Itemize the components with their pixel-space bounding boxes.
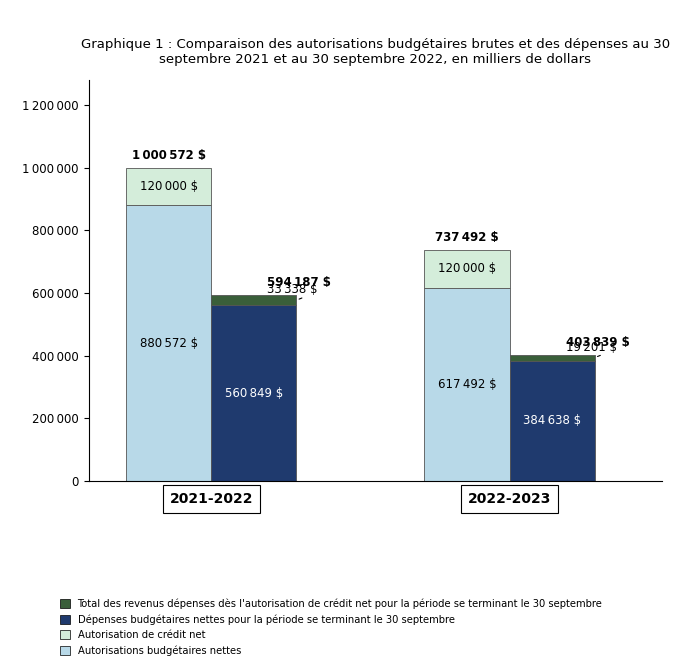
Bar: [126, 168, 211, 205]
Bar: [211, 295, 297, 305]
Title: Graphique 1 : Comparaison des autorisations budgétaires brutes et des dépenses a: Graphique 1 : Comparaison des autorisati…: [80, 39, 670, 67]
Bar: [126, 205, 211, 481]
Bar: [424, 288, 509, 481]
Text: 33 338 $: 33 338 $: [267, 283, 318, 297]
Bar: [509, 355, 595, 361]
Legend: Total des revenus dépenses dès l'autorisation de crédit net pour la période se t: Total des revenus dépenses dès l'autoris…: [59, 599, 602, 657]
Text: 1 000 572 $: 1 000 572 $: [132, 149, 205, 162]
Text: 19 201 $: 19 201 $: [565, 341, 617, 354]
Text: 617 492 $: 617 492 $: [438, 378, 496, 391]
Text: 880 572 $: 880 572 $: [140, 337, 198, 349]
Text: 120 000 $: 120 000 $: [438, 263, 496, 275]
Bar: [509, 361, 595, 481]
Text: 594 187 $: 594 187 $: [267, 277, 331, 289]
Text: 737 492 $: 737 492 $: [435, 231, 499, 244]
Bar: [424, 250, 509, 288]
Text: 403 839 $: 403 839 $: [565, 336, 629, 349]
Text: 384 638 $: 384 638 $: [523, 414, 581, 428]
Text: 120 000 $: 120 000 $: [140, 180, 198, 193]
Bar: [211, 305, 297, 481]
Text: 560 849 $: 560 849 $: [225, 387, 283, 399]
